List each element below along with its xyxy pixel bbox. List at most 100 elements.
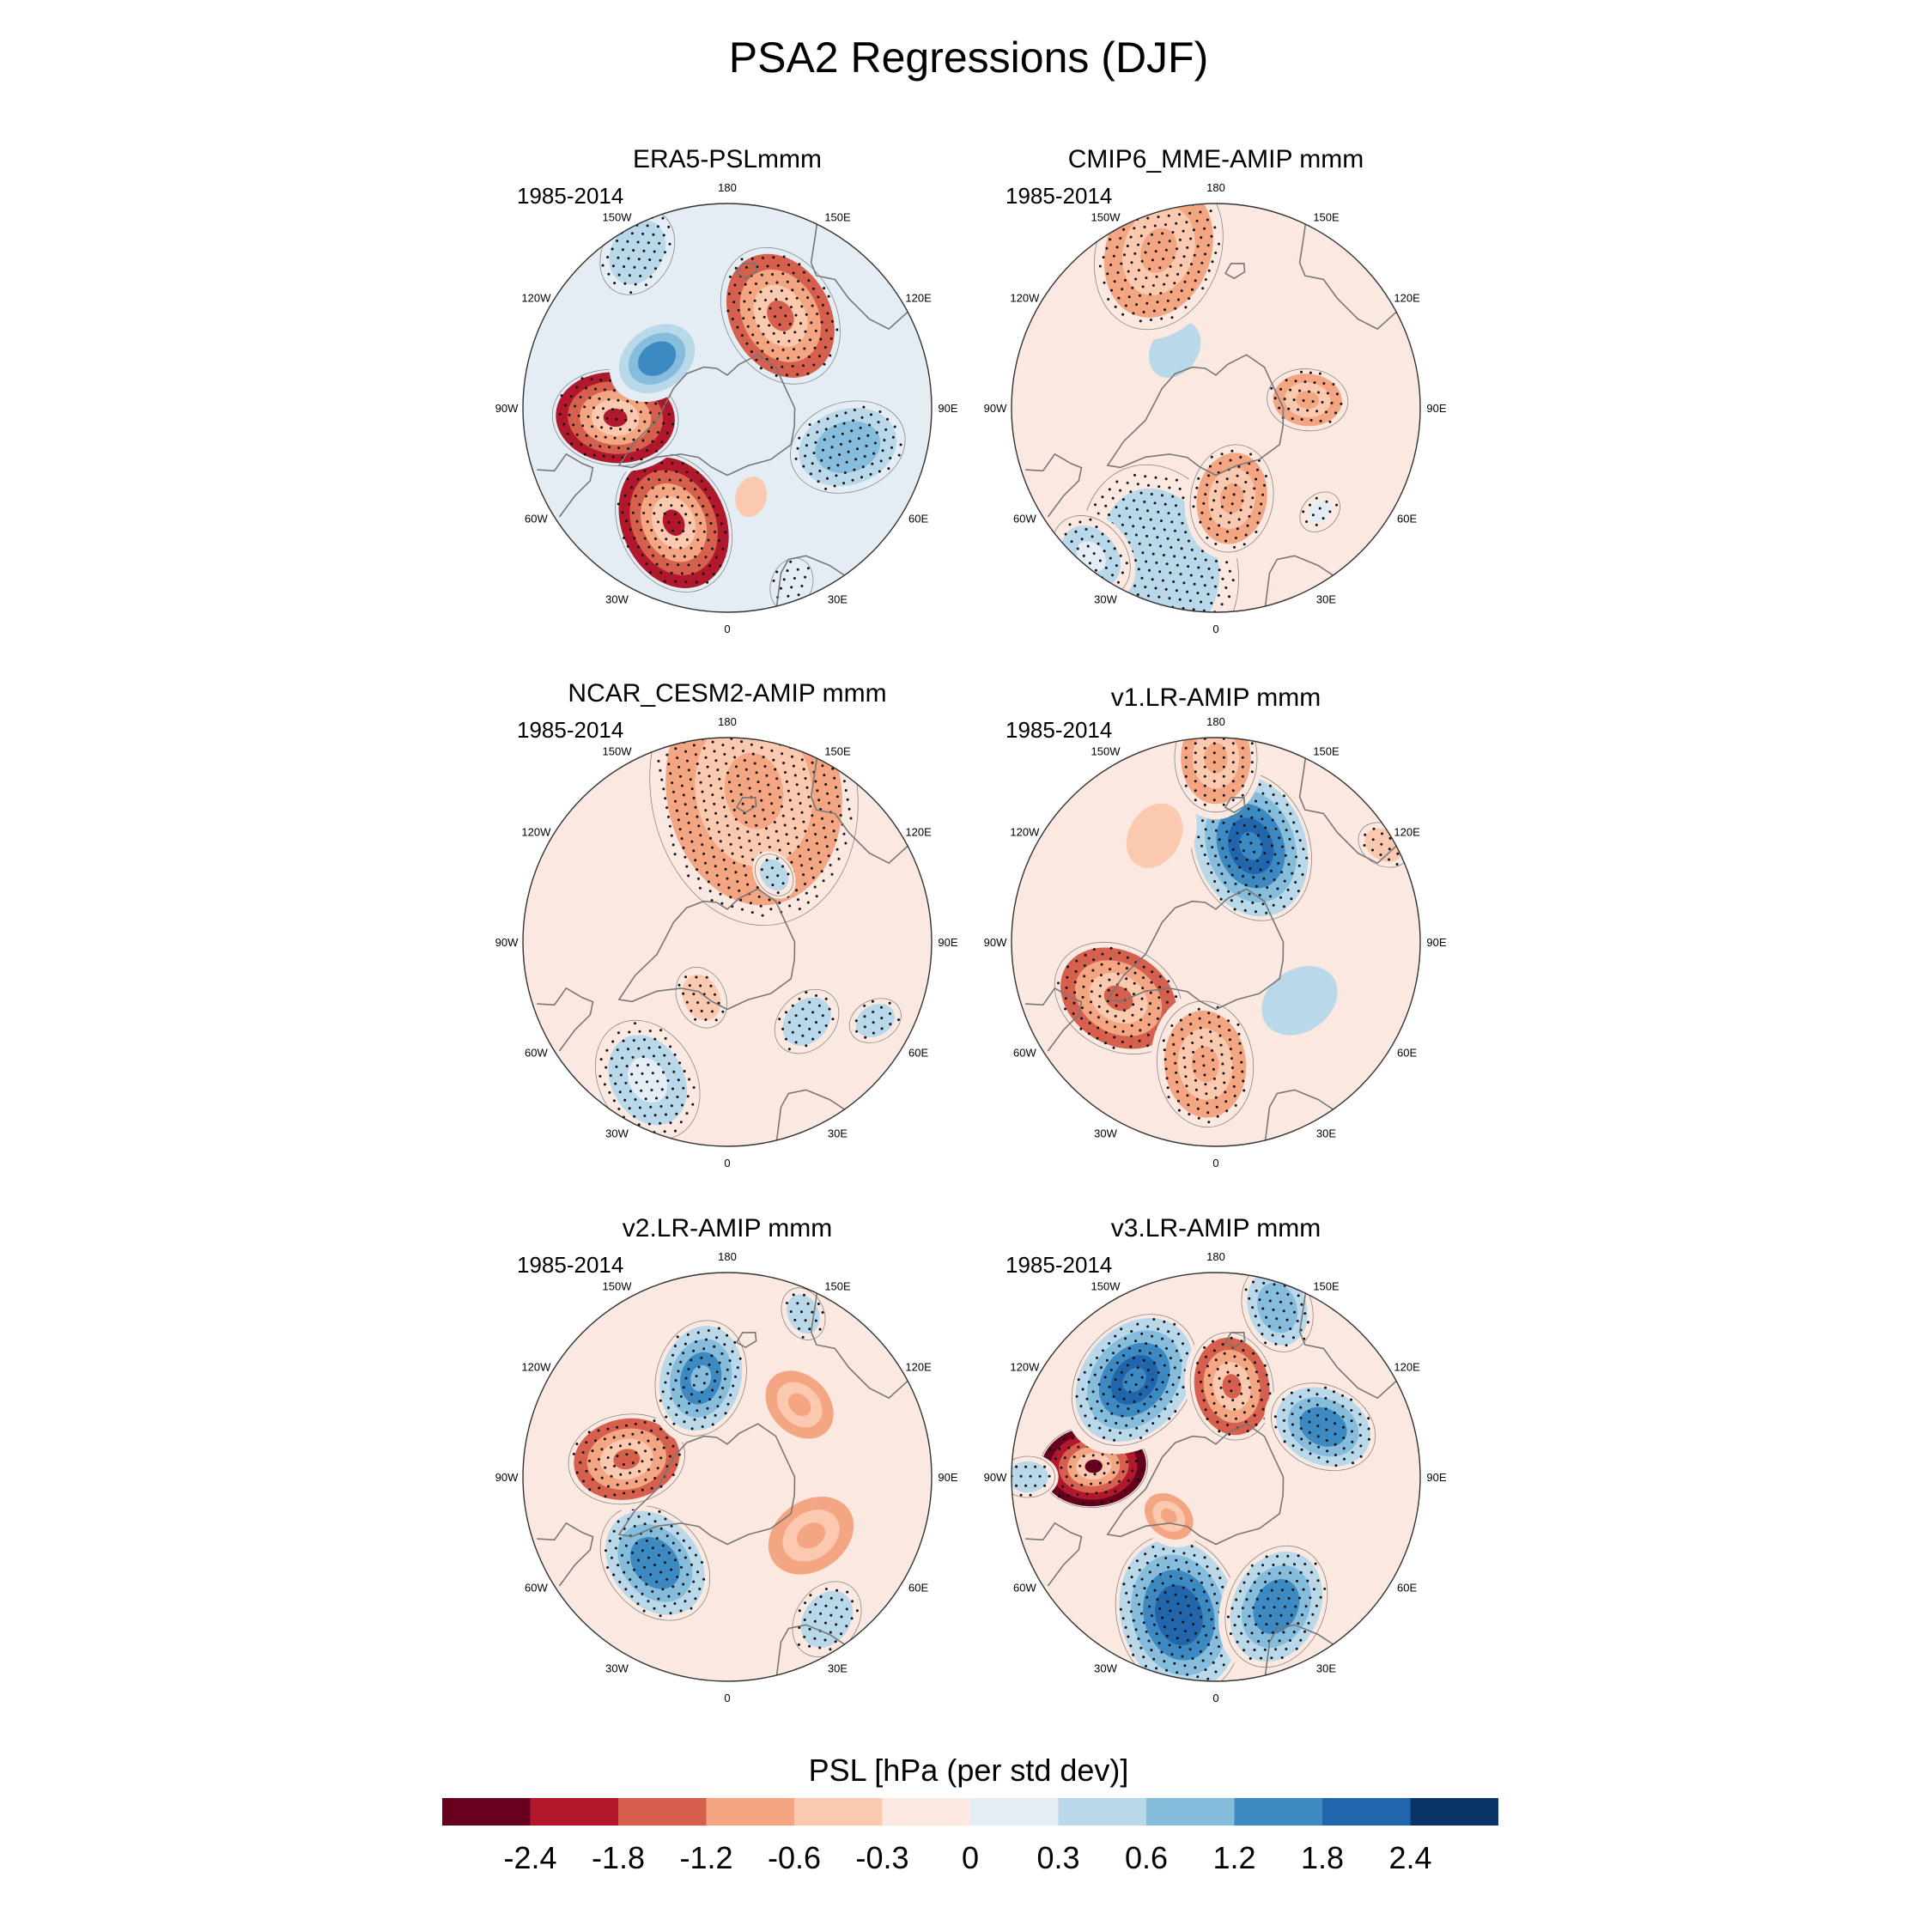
stipple-dot (663, 1604, 666, 1607)
map-boundary (522, 203, 933, 613)
stipple-dot (721, 796, 725, 799)
contour-fill (1018, 1469, 1038, 1485)
stipple-dot (1231, 761, 1235, 764)
stipple-dot (1381, 832, 1383, 835)
stipple-dot (718, 777, 721, 781)
stipple-dot (1297, 864, 1301, 867)
stipple-dot (1211, 846, 1214, 849)
stipple-dot (880, 1017, 884, 1020)
map-panel: v2.LR-AMIP mmm1985-2014030E60E90E120E150… (495, 1214, 958, 1704)
longitude-label: 90W (984, 402, 1007, 415)
stipple-dot (716, 821, 719, 824)
stipple-dot (644, 1449, 647, 1453)
stipple-dot (755, 283, 757, 285)
stipple-dot (1283, 1440, 1286, 1443)
stipple-dot (1192, 228, 1195, 232)
stipple-dot (643, 266, 647, 270)
stipple-dot (1080, 1483, 1084, 1486)
stipple-dot (736, 325, 739, 329)
stipple-dot (743, 300, 746, 303)
stipple-dot (1228, 839, 1231, 842)
stipple-dot (1246, 1640, 1249, 1643)
stipple-dot (1275, 802, 1279, 805)
stipple-dot (1268, 1392, 1272, 1395)
stipple-dot (641, 1055, 645, 1059)
stipple-dot (1302, 1588, 1305, 1591)
stipple-dot (650, 1089, 653, 1091)
stipple-dot (1113, 1438, 1116, 1442)
stipple-dot (722, 858, 726, 861)
stipple-dot (1150, 319, 1152, 321)
stipple-dot (1302, 399, 1305, 402)
stipple-dot (1249, 1395, 1253, 1399)
stipple-dot (1048, 1448, 1052, 1451)
stipple-dot (1142, 1358, 1145, 1362)
stipple-dot (757, 728, 760, 731)
stipple-dot (1176, 272, 1180, 276)
stipple-dot (1166, 537, 1170, 540)
stipple-dot (1241, 793, 1244, 797)
stipple-dot (828, 1007, 831, 1011)
stipple-dot (1279, 1613, 1283, 1617)
stipple-dot (651, 1590, 654, 1593)
stipple-region (792, 1581, 862, 1657)
stipple-dot (1082, 985, 1085, 988)
stipple-dot (1242, 1411, 1246, 1414)
stipple-dot (1239, 508, 1242, 512)
stipple-dot (1151, 233, 1153, 236)
stipple-dot (606, 1456, 610, 1460)
stipple-dot (1083, 975, 1086, 978)
stipple-dot (753, 299, 756, 302)
stipple-dot (744, 821, 748, 824)
africa-coast (1264, 1624, 1334, 1676)
stipple-dot (629, 1090, 632, 1093)
stipple-dot (1159, 544, 1163, 548)
stipple-dot (1157, 191, 1159, 193)
stipple-dot (1188, 1682, 1191, 1685)
stipple-dot (809, 1611, 811, 1613)
stipple-dot (1231, 742, 1235, 745)
stipple-dot (651, 440, 654, 443)
stipple-dot (654, 267, 657, 270)
stipple-dot (740, 740, 744, 744)
stipple-dot (832, 435, 835, 439)
stipple-dot (684, 580, 688, 584)
stipple-dot (821, 1014, 824, 1018)
stipple-dot (1227, 520, 1230, 524)
stipple-dot (1132, 1003, 1135, 1006)
stipple-dot (654, 449, 658, 453)
stipple-dot (1134, 559, 1137, 562)
stipple-dot (594, 1467, 598, 1471)
stipple-dot (1201, 550, 1204, 553)
longitude-label: 60E (1397, 1582, 1417, 1595)
south-america-coast (1025, 453, 1083, 518)
stipple-dot (1160, 206, 1163, 210)
panel-period: 1985-2014 (1005, 717, 1112, 743)
stipple-dot (1102, 580, 1105, 584)
stipple-dot (1149, 183, 1151, 185)
stipple-dot (1260, 1589, 1263, 1592)
stipple-dot (1241, 499, 1244, 502)
stipple-dot (1121, 1414, 1124, 1418)
stipple-dot (1200, 574, 1204, 578)
stipple-dot (1208, 1021, 1212, 1024)
stipple-dot (1309, 418, 1313, 422)
stipple-dot (665, 1096, 669, 1099)
stipple-dot (677, 1370, 680, 1373)
stipple-dot (624, 1588, 628, 1591)
stipple-dot (818, 1327, 822, 1331)
stipple-dot (612, 1099, 616, 1103)
stipple-dot (654, 402, 658, 405)
longitude-label: 150E (824, 1279, 851, 1292)
stipple-dot (1169, 1575, 1172, 1578)
stipple-dot (714, 531, 717, 533)
stipple-dot (637, 1515, 641, 1518)
longitude-label: 90W (984, 936, 1007, 949)
contour-fill (603, 408, 628, 428)
stipple-dot (1272, 1631, 1275, 1634)
stipple-dot (1097, 542, 1100, 545)
stipple-dot (617, 256, 620, 259)
stipple-dot (1133, 981, 1136, 985)
stipple-dot (1135, 192, 1138, 195)
stipple-dot (634, 1422, 637, 1425)
